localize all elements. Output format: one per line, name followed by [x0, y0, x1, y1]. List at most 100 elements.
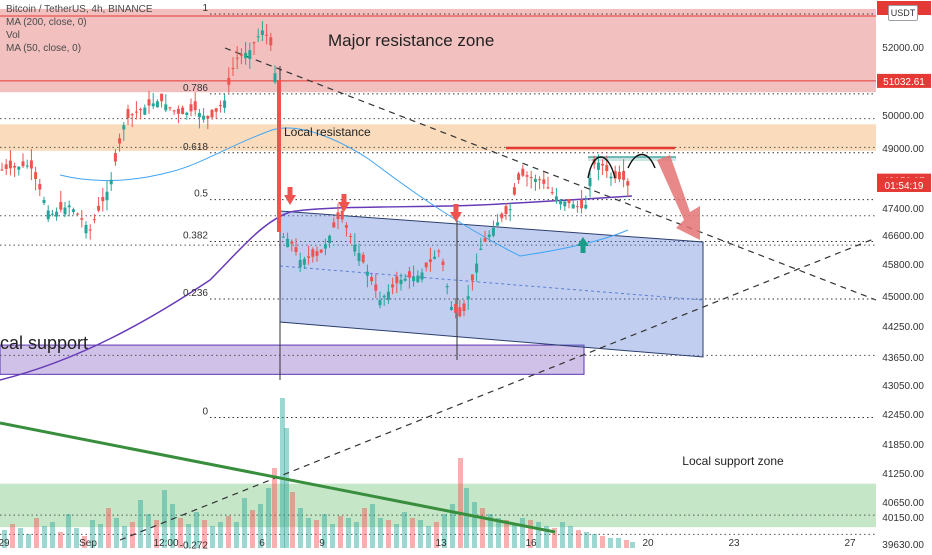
candles-layer	[0, 21, 630, 319]
sell-arrow-stem	[287, 187, 293, 195]
candle-body	[332, 222, 336, 228]
fib-label: 0.618	[183, 142, 208, 153]
major-resistance-label: Major resistance zone	[328, 31, 494, 50]
candle-body	[122, 125, 126, 130]
volume-bar	[330, 524, 335, 548]
price-tick-label: 40150.00	[882, 513, 924, 524]
candle-body	[559, 200, 563, 205]
teal-box	[588, 157, 676, 161]
candle-body	[328, 235, 332, 244]
candle-body	[588, 177, 592, 187]
volume-bar	[394, 524, 399, 548]
volume-bar	[34, 518, 39, 548]
volume-bar	[568, 526, 573, 548]
candle-body	[399, 279, 403, 285]
candle-body	[302, 258, 306, 265]
time-tick-label: 27	[844, 538, 856, 549]
candle-body	[491, 227, 495, 236]
volume-bar	[576, 530, 581, 548]
currency-badge[interactable]: USDT	[888, 5, 918, 21]
time-tick-label: 20	[642, 538, 654, 549]
candle-body	[286, 238, 290, 248]
volume-bar	[616, 538, 621, 548]
candle-body	[67, 205, 71, 208]
volume-bar	[42, 526, 47, 548]
price-tick-label: 41250.00	[882, 469, 924, 480]
candle-body	[458, 307, 462, 317]
candle-body	[210, 109, 214, 118]
volume-bar	[106, 508, 111, 548]
moving-averages-layer	[0, 127, 633, 381]
volume-bar	[410, 518, 415, 548]
candle-body	[80, 218, 84, 220]
volume-bar	[2, 530, 7, 548]
volume-bar	[608, 538, 613, 548]
time-tick-label: 16	[525, 538, 537, 549]
volume-bar	[98, 524, 103, 548]
candle-body	[378, 300, 382, 306]
candle-body	[483, 238, 487, 242]
candle-body	[580, 199, 584, 209]
price-tick-label: 52000.00	[882, 43, 924, 54]
volume-bar	[338, 516, 343, 548]
legend-title: Bitcoin / TetherUS, 4h, BINANCE	[6, 4, 153, 15]
candle-body	[218, 105, 222, 107]
candle-body	[571, 204, 575, 209]
candle-body	[0, 169, 4, 171]
candle-body	[361, 254, 365, 263]
candle-body	[21, 161, 25, 167]
candle-body	[512, 187, 516, 195]
candle-body	[441, 261, 445, 265]
sell-arrow-icon	[284, 195, 296, 205]
candle-body	[622, 171, 626, 180]
price-tick-label: 45800.00	[882, 260, 924, 271]
candle-body	[538, 179, 542, 181]
candle-body	[155, 101, 159, 108]
volume-bar	[450, 504, 455, 548]
projection-arc-1	[587, 156, 616, 179]
candle-body	[529, 177, 533, 179]
candle-body	[575, 206, 579, 208]
candle-body	[340, 210, 344, 220]
candle-body	[323, 244, 327, 249]
candle-body	[97, 205, 101, 211]
candle-body	[206, 116, 210, 119]
candle-body	[189, 104, 193, 112]
time-tick-label: 13	[435, 538, 447, 549]
ma50-line	[59, 127, 629, 257]
candle-body	[344, 225, 348, 228]
candle-body	[626, 181, 630, 186]
volume-bar	[418, 520, 423, 548]
candle-body	[567, 199, 571, 203]
candle-body	[365, 271, 369, 276]
zones-layer	[0, 8, 876, 528]
volume-bar	[488, 514, 493, 548]
fib-label: 1	[202, 3, 208, 14]
candle-body	[563, 201, 567, 207]
markers-layer	[284, 153, 700, 253]
volume-bar	[74, 528, 79, 548]
time-tick-label: 6	[259, 538, 265, 549]
price-tick-label: 42450.00	[882, 410, 924, 421]
candle-body	[139, 109, 143, 111]
buy-arrow-icon	[577, 237, 589, 246]
price-tick-label: 44250.00	[882, 322, 924, 333]
candle-body	[445, 286, 449, 288]
candle-body	[508, 209, 512, 211]
volume-bar	[536, 522, 541, 548]
volume-bar	[194, 512, 199, 548]
fib-label: 0.236	[183, 288, 208, 299]
legend-vol: Vol	[6, 30, 20, 41]
volume-bar	[146, 514, 151, 548]
fib-label: 0	[202, 407, 208, 418]
volume-bar	[242, 498, 247, 548]
volume-bar	[496, 518, 501, 548]
candle-body	[273, 73, 277, 83]
volume-bar	[226, 516, 231, 548]
candle-body	[130, 114, 134, 116]
volume-bar	[472, 502, 477, 548]
major-resistance-zone	[0, 8, 876, 93]
projection-arrow-icon	[657, 155, 700, 240]
